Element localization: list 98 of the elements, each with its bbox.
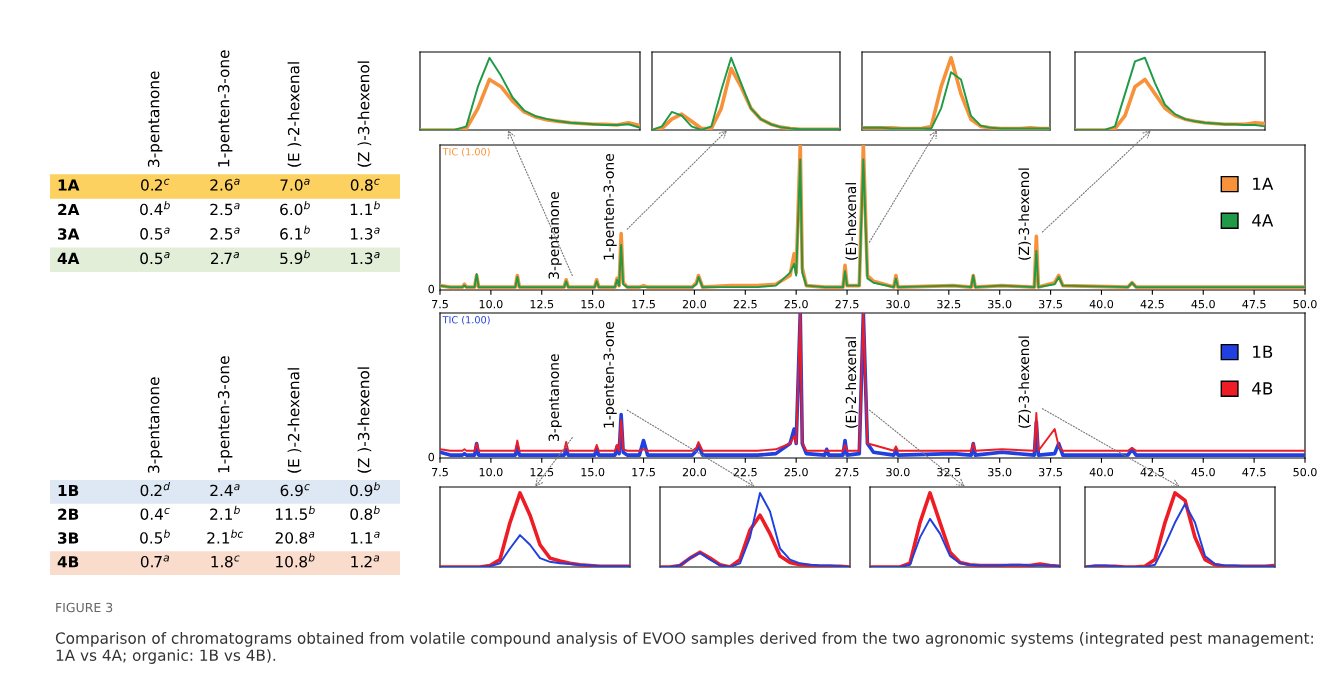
- x-tick-label: 35.0: [988, 299, 1012, 309]
- x-tick-label: 3-pentanone: [147, 377, 163, 473]
- text: 0: [428, 452, 435, 462]
- x-tick-label: 7.5: [432, 300, 448, 309]
- x-tick-label: 17.5: [632, 300, 655, 309]
- data-label: 2.1$^{b}$: [210, 505, 240, 520]
- annotation: (E)-hexenal: [845, 183, 858, 260]
- data-label: 0.5$^{a}$: [140, 227, 170, 240]
- data-label: 6.0$^{b}$: [280, 201, 310, 216]
- x-tick-label: 37.5: [1039, 299, 1062, 309]
- data-label: 0.4$^{b}$: [140, 201, 170, 216]
- x-tick-label: 40.0: [1089, 467, 1114, 477]
- y-tick-label: 4B: [57, 556, 79, 568]
- text: 0: [428, 284, 435, 294]
- x-tick-label: 40.0: [1089, 299, 1114, 309]
- data-label: 2.5$^{a}$: [210, 227, 240, 240]
- data-label: 1.2$^{a}$: [351, 555, 380, 568]
- x-tick-label: 22.5: [733, 467, 757, 477]
- x-tick-label: 25.0: [784, 467, 808, 477]
- x-tick-label: 50.0: [1293, 299, 1317, 309]
- legend-label: 1B: [1253, 345, 1273, 358]
- data-label: 0.2$^{c}$: [141, 178, 170, 191]
- data-label: 1.8$^{c}$: [211, 555, 240, 568]
- data-label: 2.6$^{a}$: [210, 178, 240, 191]
- x-tick-label: 15.0: [581, 467, 605, 477]
- data-label: 0.5$^{a}$: [140, 252, 170, 265]
- y-tick-label: 2B: [58, 508, 79, 520]
- x-tick-label: 47.5: [1242, 468, 1266, 477]
- y-tick-label: 4A: [57, 252, 80, 264]
- x-tick-label: 45.0: [1191, 467, 1215, 477]
- data-label: 2.5$^{a}$: [210, 203, 240, 216]
- text: Comparison of chromatograms obtained from volatile compound analysis of EVOO samples derived from the two agronomic systems (integrated pest management: 1A vs 4A; organic: 1B vs 4B).: [55, 632, 1313, 664]
- data-label: 2.1$^{bc}$: [207, 529, 244, 544]
- x-tick-label: 1-penten-3-one: [217, 50, 233, 167]
- x-tick-label: 35.0: [988, 467, 1012, 477]
- x-tick-label: 50.0: [1293, 467, 1317, 477]
- annotation: TIC (1.00): [442, 147, 490, 157]
- x-tick-label: 10.0: [479, 299, 503, 309]
- x-tick-label: 7.5: [432, 468, 448, 477]
- x-tick-label: (E )-2-hexenal: [287, 62, 302, 167]
- data-label: 7.0$^{a}$: [280, 178, 310, 191]
- legend-label: 4A: [1252, 214, 1274, 227]
- x-tick-label: 30.0: [886, 299, 910, 309]
- y-tick-label: 1A: [58, 179, 80, 191]
- x-tick-label: 27.5: [835, 299, 859, 309]
- caption: FIGURE 3: [56, 602, 113, 613]
- data-label: 2.7$^{a}$: [210, 252, 239, 264]
- data-label: 0.8$^{b}$: [350, 505, 380, 520]
- y-tick-label: 2A: [58, 203, 80, 216]
- annotation: TIC (1.00): [442, 315, 490, 325]
- x-tick-label: 10.0: [479, 467, 503, 477]
- data-label: 1.3$^{a}$: [350, 227, 380, 240]
- data-label: 11.5$^{b}$: [275, 505, 315, 520]
- data-label: 1.1$^{a}$: [350, 531, 380, 544]
- x-tick-label: (E )-2-hexenal: [287, 368, 302, 473]
- data-label: 6.1$^{b}$: [280, 225, 310, 240]
- annotation: (E)-2-hexenal: [845, 337, 858, 428]
- x-tick-label: 12.5: [530, 299, 554, 309]
- data-label: 2.4$^{a}$: [210, 484, 240, 496]
- x-tick-label: (Z )-3-hexenol: [357, 61, 372, 167]
- x-tick-label: 25.0: [784, 299, 808, 309]
- data-label: 0.4$^{c}$: [140, 507, 170, 520]
- x-tick-label: 42.5: [1140, 467, 1164, 477]
- x-tick-label: 30.0: [886, 467, 910, 477]
- data-label: 1.3$^{a}$: [350, 252, 380, 265]
- x-tick-label: 27.5: [835, 467, 859, 477]
- x-tick-label: 22.5: [733, 299, 757, 309]
- x-tick-label: 47.5: [1242, 300, 1266, 309]
- x-tick-label: 3-pentanone: [147, 71, 163, 167]
- x-tick-label: 12.5: [530, 467, 554, 477]
- legend-label: 1A: [1253, 177, 1274, 190]
- data-label: 0.9$^{b}$: [350, 481, 380, 497]
- y-tick-label: 3B: [58, 532, 79, 544]
- x-tick-label: 20.0: [682, 299, 707, 309]
- legend-label: 4B: [1252, 382, 1273, 395]
- y-tick-label: 1B: [58, 484, 79, 497]
- data-label: 20.8$^{a}$: [275, 531, 315, 544]
- y-tick-label: 3A: [58, 228, 80, 240]
- x-tick-label: 1-penten-3-one: [217, 356, 233, 473]
- x-tick-label: 15.0: [581, 299, 605, 309]
- annotation: (Z)-3-hexenol: [1018, 168, 1031, 260]
- data-label: 0.2$^{d}$: [140, 481, 171, 497]
- x-tick-label: 45.0: [1191, 299, 1215, 309]
- x-tick-label: (Z )-3-hexenol: [357, 367, 372, 473]
- data-label: 6.9$^{c}$: [280, 484, 310, 497]
- x-tick-label: 17.5: [632, 468, 655, 477]
- data-label: 0.8$^{c}$: [350, 178, 380, 191]
- x-tick-label: 32.5: [937, 299, 961, 309]
- data-label: 5.9$^{b}$: [280, 249, 310, 265]
- x-tick-label: 20.0: [682, 467, 707, 477]
- data-label: 10.8$^{b}$: [276, 553, 315, 568]
- annotation: (Z)-3-hexenol: [1018, 336, 1031, 428]
- data-label: 1.1$^{b}$: [350, 201, 380, 215]
- data-label: 0.5$^{b}$: [140, 529, 170, 544]
- data-label: 0.7$^{a}$: [140, 555, 169, 568]
- x-tick-label: 42.5: [1140, 299, 1164, 309]
- x-tick-label: 37.5: [1039, 467, 1062, 477]
- x-tick-label: 32.5: [937, 467, 961, 477]
